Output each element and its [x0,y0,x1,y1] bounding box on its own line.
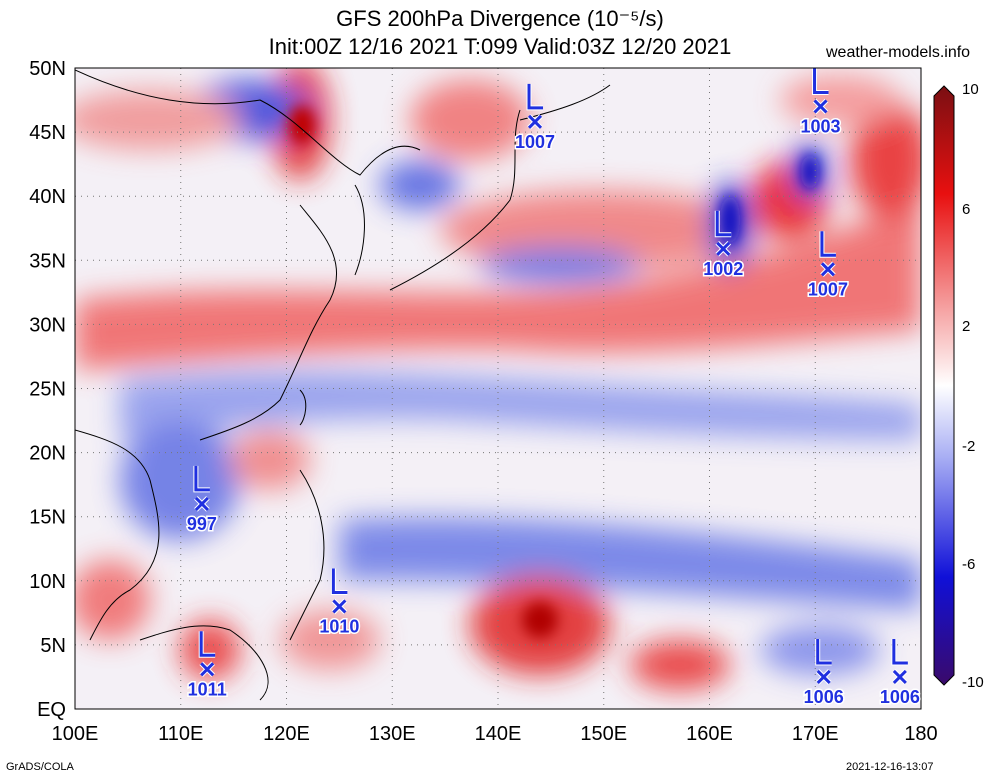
lon-tick-label: 140E [475,723,522,745]
low-center-x [200,662,215,677]
lat-tick-label: 50N [29,58,66,80]
colorbar-label: -6 [962,556,975,573]
site-label: weather-models.info [826,44,971,61]
colorbar-label: 2 [962,318,970,335]
colorbar-label: -2 [962,438,975,455]
lon-tick-label: 160E [686,723,733,745]
low-pressure-value: 1010 [319,616,359,636]
low-letter-L [813,68,829,94]
lon-tick-label: 150E [580,723,627,745]
lon-tick-label: 110E [158,723,203,745]
colorbar-label: 10 [962,81,979,98]
lon-tick-label: 180 [904,723,937,745]
low-pressure-marker: 1006 [802,638,845,708]
low-pressure-marker: 1007 [513,83,557,153]
lat-tick-label: 5N [40,635,66,657]
graticule [75,68,921,709]
low-pressure-marker: 997 [185,465,218,535]
low-letter-L [816,638,832,665]
colorbar-label: -10 [962,674,984,691]
low-pressure-marker: 1007 [806,231,849,301]
lon-tick-label: 130E [369,723,416,745]
low-pressure-marker: 1002 [702,210,745,280]
lat-tick-label: 10N [29,571,66,593]
low-pressure-value: 1002 [703,259,743,279]
lat-tick-label: 15N [29,507,66,529]
low-pressure-marker: 1006 [878,638,921,708]
coastlines [75,69,611,701]
lon-tick-label: 170E [792,723,839,745]
divergence-field [75,68,921,709]
low-letter-L [331,568,348,594]
low-center-x [820,262,836,277]
map-frame [74,67,922,710]
low-pressure-value: 1011 [188,679,227,699]
lon-tick-label: 100E [52,723,99,745]
lat-tick-label: 30N [29,314,66,336]
low-center-x [816,669,831,685]
low-pressure-marker: 1010 [318,568,361,638]
colorbar [933,85,955,686]
colorbar-label: 6 [962,201,970,218]
lat-tick-label: 20N [29,443,66,465]
low-center-x [194,496,209,511]
low-pressure-value: 1006 [804,687,844,707]
low-pressure-value: 1003 [801,116,841,136]
footer-left: GrADS/COLA [6,761,74,773]
low-pressure-value: 1006 [880,687,920,707]
low-center-x [813,99,828,114]
low-center-x [332,599,347,614]
lat-tick-label: 25N [29,379,66,401]
low-letter-L [892,638,908,665]
low-pressure-marker: 1011 [186,631,228,701]
low-letter-L [199,631,216,657]
lat-tick-label: 40N [29,186,66,208]
footer-right: 2021-12-16-13:07 [846,761,934,773]
low-center-x [892,669,907,685]
lat-tick-label: 35N [29,250,66,272]
low-pressure-value: 1007 [808,279,848,299]
chart-title: GFS 200hPa Divergence (10⁻⁵/s) [336,6,664,31]
low-letter-L [715,210,732,237]
low-pressure-marker: 1003 [799,68,842,138]
low-letter-L [527,83,544,110]
low-center-x [527,114,543,129]
low-letter-L [820,231,836,257]
lat-tick-label: EQ [37,699,66,721]
lat-tick-label: 45N [29,122,66,144]
low-letter-L [194,465,210,492]
lon-tick-label: 120E [263,723,310,745]
chart-subtitle: Init:00Z 12/16 2021 T:099 Valid:03Z 12/2… [268,34,732,59]
low-pressure-value: 1007 [515,132,555,152]
low-pressure-value: 997 [187,514,217,534]
low-center-x [716,241,731,256]
